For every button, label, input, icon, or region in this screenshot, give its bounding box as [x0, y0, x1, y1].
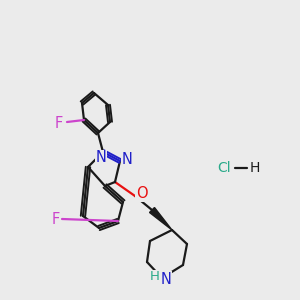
- Text: N: N: [160, 272, 171, 286]
- Text: O: O: [136, 187, 148, 202]
- Text: N: N: [96, 151, 106, 166]
- Text: Cl: Cl: [217, 161, 231, 175]
- Text: N: N: [122, 152, 132, 166]
- Text: F: F: [55, 116, 63, 130]
- Polygon shape: [149, 208, 172, 230]
- Text: F: F: [52, 212, 60, 226]
- Text: H: H: [150, 271, 160, 284]
- Text: H: H: [250, 161, 260, 175]
